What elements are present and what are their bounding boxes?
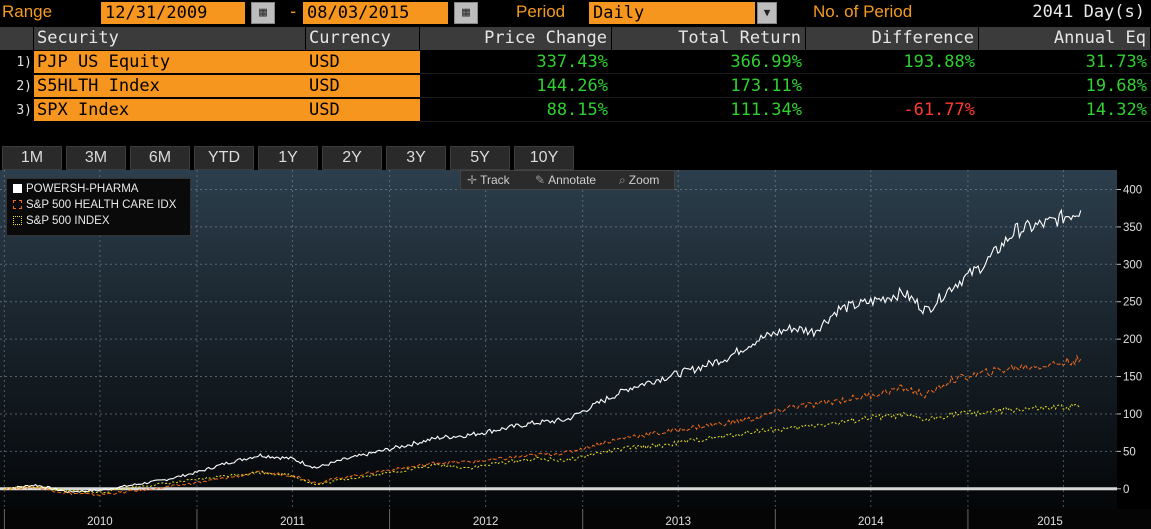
legend-label-spx: S&P 500 INDEX	[26, 215, 110, 227]
price-change-cell: 144.26%	[420, 75, 612, 98]
annotate-label: Annotate	[548, 173, 597, 187]
security-cell[interactable]: SPX Index	[34, 99, 306, 122]
series-line-pharma[interactable]	[3, 208, 1082, 494]
difference-cell: -61.77%	[806, 99, 979, 122]
start-calendar-icon[interactable]: ▦	[251, 2, 275, 24]
difference-cell: 193.88%	[806, 51, 979, 74]
currency-cell: USD	[306, 99, 420, 122]
y-tick-label: 100	[1123, 409, 1142, 421]
difference-cell	[806, 75, 979, 98]
chart-toolbar: ✛ Track ✎ Annotate ⌕ Zoom	[460, 170, 675, 190]
price-change-cell: 88.15%	[420, 99, 612, 122]
tab-ytd[interactable]: YTD	[194, 146, 254, 170]
y-tick-label: 400	[1123, 184, 1142, 196]
row-number: 3)	[0, 99, 34, 122]
y-tick-label: 350	[1123, 222, 1142, 234]
currency-cell: USD	[306, 51, 420, 74]
num-period-label: No. of Period	[813, 2, 913, 21]
legend-swatch-spx	[13, 216, 22, 225]
tab-6m[interactable]: 6M	[130, 146, 190, 170]
header-security[interactable]: Security	[34, 27, 306, 50]
series-line-health-care[interactable]	[3, 354, 1082, 497]
header-price-change[interactable]: Price Change	[420, 27, 612, 50]
currency-cell: USD	[306, 75, 420, 98]
tab-3y[interactable]: 3Y	[386, 146, 446, 170]
y-tick-label: 200	[1123, 334, 1142, 346]
header-currency[interactable]: Currency	[306, 27, 420, 50]
range-tabs: 1M 3M 6M YTD 1Y 2Y 3Y 5Y 10Y	[0, 146, 1151, 170]
annual-eq-cell: 31.73%	[979, 51, 1151, 74]
end-date-field[interactable]: 08/03/2015	[303, 2, 448, 24]
x-tick-label: 2014	[858, 516, 884, 528]
total-return-cell: 173.11%	[612, 75, 806, 98]
header-total-return[interactable]: Total Return	[612, 27, 806, 50]
y-tick-label: 50	[1123, 446, 1136, 458]
x-tick-label: 2010	[87, 516, 113, 528]
table-row[interactable]: 3) SPX Index USD 88.15% 111.34% -61.77% …	[0, 99, 1151, 122]
chart-legend: POWERSH-PHARMA S&P 500 HEALTH CARE IDX S…	[6, 178, 191, 236]
track-button[interactable]: ✛ Track	[467, 172, 510, 189]
header-difference[interactable]: Difference	[806, 27, 979, 50]
parameter-bar: Range 12/31/2009 ▦ - 08/03/2015 ▦ Period…	[0, 0, 1151, 27]
y-tick-label: 250	[1123, 297, 1142, 309]
annotate-button[interactable]: ✎ Annotate	[535, 172, 596, 189]
start-date-field[interactable]: 12/31/2009	[101, 2, 245, 24]
pencil-icon: ✎	[535, 173, 546, 187]
legend-label-pharma: POWERSH-PHARMA	[26, 183, 139, 195]
track-label: Track	[480, 173, 510, 187]
table-row[interactable]: 1) PJP US Equity USD 337.43% 366.99% 193…	[0, 51, 1151, 74]
y-tick-label: 300	[1123, 259, 1142, 271]
legend-label-health-care: S&P 500 HEALTH CARE IDX	[26, 199, 177, 211]
zoom-button[interactable]: ⌕ Zoom	[619, 172, 659, 189]
period-label: Period	[516, 2, 566, 21]
tab-5y[interactable]: 5Y	[450, 146, 510, 170]
total-return-cell: 111.34%	[612, 99, 806, 122]
row-number: 1)	[0, 51, 34, 74]
price-change-cell: 337.43%	[420, 51, 612, 74]
annual-eq-cell: 14.32%	[979, 99, 1151, 122]
tab-1m[interactable]: 1M	[2, 146, 62, 170]
series-line-spx[interactable]	[3, 403, 1082, 494]
tab-1y[interactable]: 1Y	[258, 146, 318, 170]
annual-eq-cell: 19.68%	[979, 75, 1151, 98]
table-row[interactable]: 2) S5HLTH Index USD 144.26% 173.11% 19.6…	[0, 75, 1151, 98]
tab-2y[interactable]: 2Y	[322, 146, 382, 170]
legend-swatch-pharma	[13, 184, 22, 193]
header-annual-eq[interactable]: Annual Eq	[979, 27, 1151, 50]
period-dropdown-icon[interactable]: ▼	[757, 2, 777, 24]
table-header: Security Currency Price Change Total Ret…	[0, 27, 1151, 50]
x-tick-label: 2013	[665, 516, 691, 528]
end-calendar-icon[interactable]: ▦	[454, 2, 478, 24]
security-cell[interactable]: PJP US Equity	[34, 51, 306, 74]
legend-item-pharma[interactable]: POWERSH-PHARMA	[13, 183, 138, 199]
num-period-value: 2041 Day(s)	[1032, 2, 1145, 22]
date-separator: -	[288, 2, 299, 22]
crosshair-icon: ✛	[467, 173, 478, 187]
x-tick-label: 2012	[473, 516, 499, 528]
x-axis-band	[0, 509, 1151, 529]
row-number: 2)	[0, 75, 34, 98]
legend-item-spx[interactable]: S&P 500 INDEX	[13, 215, 110, 231]
chart-area[interactable]: 0 50 100 150 200 250 300 350 400 2010 2011 2012 2013…	[0, 170, 1151, 529]
magnifier-icon: ⌕	[619, 173, 626, 187]
y-tick-label: 0	[1123, 484, 1129, 496]
zoom-label: Zoom	[628, 173, 660, 187]
tab-3m[interactable]: 3M	[66, 146, 126, 170]
security-cell[interactable]: S5HLTH Index	[34, 75, 306, 98]
x-tick-label: 2011	[280, 516, 305, 528]
period-select[interactable]: Daily	[589, 2, 755, 24]
header-spacer	[0, 27, 34, 50]
y-tick-label: 150	[1123, 372, 1142, 384]
legend-item-health-care[interactable]: S&P 500 HEALTH CARE IDX	[13, 199, 176, 215]
x-tick-label: 2015	[1037, 516, 1063, 528]
range-label: Range	[2, 2, 53, 21]
legend-swatch-health-care	[13, 200, 22, 209]
total-return-cell: 366.99%	[612, 51, 806, 74]
tab-10y[interactable]: 10Y	[514, 146, 574, 170]
